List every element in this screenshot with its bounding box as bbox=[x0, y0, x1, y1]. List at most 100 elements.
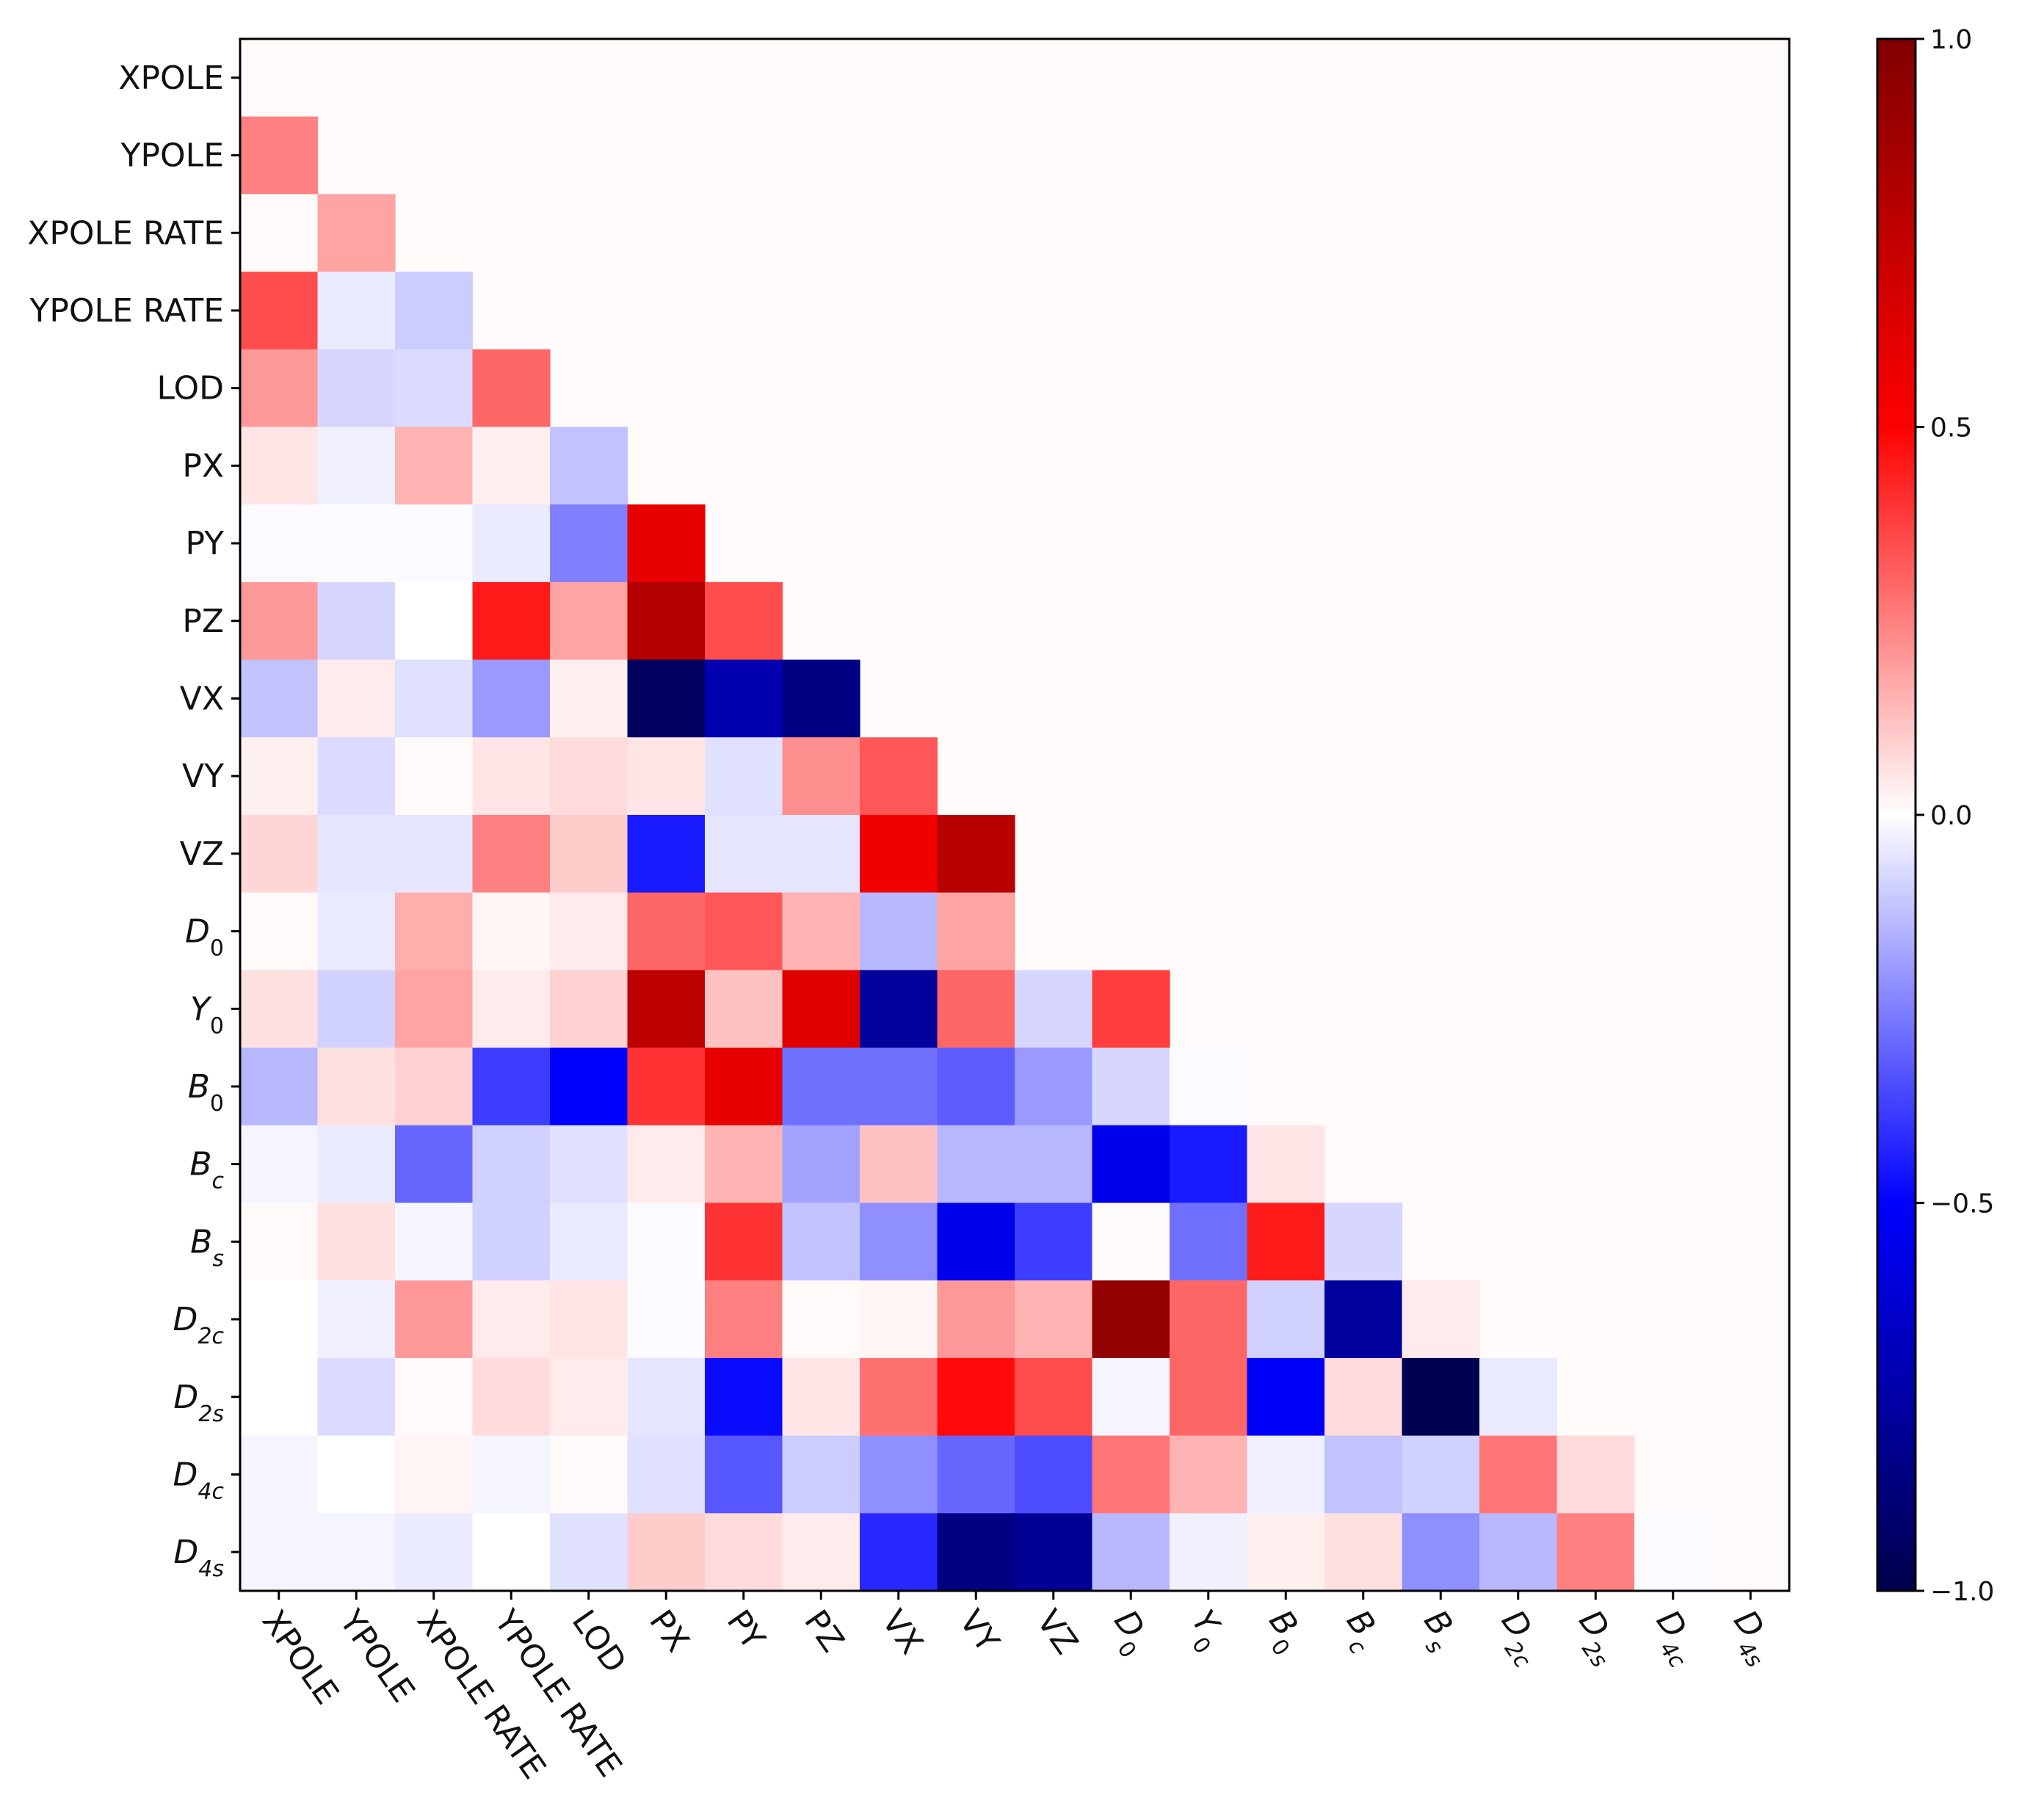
heatmap-cell bbox=[395, 272, 474, 350]
heatmap-cell bbox=[240, 1280, 319, 1359]
colorbar-tick-label: 1.0 bbox=[1930, 25, 1972, 55]
heatmap-cell bbox=[395, 659, 474, 738]
heatmap-cell bbox=[627, 970, 706, 1048]
heatmap-cell bbox=[705, 1357, 783, 1437]
heatmap-cell bbox=[317, 1435, 396, 1514]
heatmap-cell bbox=[860, 1202, 938, 1281]
heatmap-cell bbox=[395, 581, 474, 661]
heatmap-cell bbox=[782, 1048, 860, 1126]
heatmap-cell bbox=[395, 1357, 474, 1437]
heatmap-cell bbox=[1015, 1048, 1093, 1126]
heatmap-cell bbox=[1170, 1048, 1248, 1126]
heatmap-cell bbox=[550, 970, 628, 1048]
heatmap-cell bbox=[1402, 1435, 1480, 1514]
heatmap-cell bbox=[860, 815, 938, 893]
heatmap-cell bbox=[1247, 1280, 1325, 1359]
heatmap-cell bbox=[705, 659, 783, 738]
heatmap-cell bbox=[1324, 1280, 1403, 1359]
heatmap-cell bbox=[240, 504, 319, 583]
heatmap-cell bbox=[627, 815, 706, 893]
heatmap-cell bbox=[705, 970, 783, 1048]
heatmap-cell bbox=[1015, 1125, 1093, 1204]
heatmap-cell bbox=[240, 194, 319, 272]
heatmap-cell bbox=[705, 1048, 783, 1126]
heatmap-cell bbox=[705, 815, 783, 893]
heatmap-cell bbox=[472, 504, 551, 583]
heatmap-cell bbox=[550, 1048, 628, 1126]
heatmap-cell bbox=[317, 504, 396, 583]
y-tick-label: D0 bbox=[185, 913, 224, 962]
heatmap-cell bbox=[860, 1125, 938, 1204]
heatmap-cell bbox=[627, 581, 706, 661]
heatmap-cell bbox=[937, 970, 1015, 1048]
heatmap-cell bbox=[705, 1202, 783, 1281]
heatmap-cell bbox=[240, 349, 319, 428]
heatmap-cell bbox=[1556, 1513, 1635, 1592]
heatmap-cell bbox=[472, 1513, 551, 1592]
heatmap-cell bbox=[937, 815, 1015, 893]
heatmap-cell bbox=[860, 1513, 938, 1592]
heatmap-cell bbox=[550, 504, 628, 583]
heatmap-cell bbox=[317, 272, 396, 350]
heatmap-cell bbox=[317, 1048, 396, 1126]
heatmap-cell bbox=[395, 1513, 474, 1592]
heatmap-cell bbox=[1092, 1513, 1170, 1592]
heatmap-cell bbox=[1402, 1357, 1480, 1437]
heatmap-cell bbox=[937, 1280, 1015, 1359]
heatmap-cell bbox=[240, 970, 319, 1048]
colorbar-tick-label: 0.0 bbox=[1930, 801, 1972, 831]
heatmap-cell bbox=[1015, 970, 1093, 1048]
heatmap-cell bbox=[317, 737, 396, 816]
y-tick-label: LOD bbox=[157, 370, 224, 407]
x-tick-label: XPOLE bbox=[255, 1603, 346, 1711]
heatmap-cell bbox=[705, 1280, 783, 1359]
heatmap-cell bbox=[627, 1357, 706, 1437]
heatmap-cell bbox=[705, 737, 783, 816]
y-tick-label: XPOLE bbox=[118, 59, 224, 97]
heatmap-cell bbox=[240, 737, 319, 816]
y-tick-label: VY bbox=[182, 758, 224, 795]
heatmap-cell bbox=[472, 659, 551, 738]
x-tick-label: VY bbox=[952, 1603, 1007, 1659]
x-tick-label: YPOLE bbox=[332, 1603, 422, 1709]
heatmap-cell bbox=[1092, 1357, 1170, 1437]
heatmap-cell bbox=[550, 1435, 628, 1514]
heatmap-cell bbox=[472, 349, 551, 428]
heatmap-cell bbox=[550, 815, 628, 893]
heatmap-cell bbox=[782, 1280, 860, 1359]
x-tick-label: B0 bbox=[1253, 1603, 1313, 1661]
y-tick-label: Bc bbox=[189, 1146, 224, 1194]
heatmap-cell bbox=[1015, 1357, 1093, 1437]
y-tick-label: D2c bbox=[173, 1301, 225, 1349]
heatmap-cell bbox=[240, 581, 319, 661]
y-tick-label: YPOLE bbox=[120, 137, 224, 175]
heatmap-cell bbox=[782, 1435, 860, 1514]
heatmap-cell bbox=[240, 116, 319, 195]
heatmap-cell bbox=[1092, 1435, 1170, 1514]
heatmap-cell bbox=[860, 1435, 938, 1514]
heatmap-cell bbox=[395, 1435, 474, 1514]
heatmap-cell bbox=[395, 737, 474, 816]
y-tick-label: VZ bbox=[180, 835, 224, 873]
plot-frame bbox=[239, 37, 1791, 1592]
x-tick-label: VZ bbox=[1029, 1603, 1085, 1661]
heatmap-cell bbox=[627, 1280, 706, 1359]
heatmap-cells bbox=[240, 116, 1713, 1592]
heatmap-cell bbox=[782, 815, 860, 893]
heatmap-cell bbox=[627, 1048, 706, 1126]
colorbar-tick-label: 0.5 bbox=[1930, 413, 1972, 443]
heatmap-cell bbox=[240, 659, 319, 738]
heatmap-cell bbox=[317, 581, 396, 661]
y-axis-ticks: XPOLE YPOLE XPOLE RATE YPOLE RATE LOD PX PY PZ V… bbox=[27, 59, 240, 1582]
y-tick-label: XPOLE RATE bbox=[27, 214, 224, 252]
heatmap-cell bbox=[395, 427, 474, 505]
heatmap-cell bbox=[1092, 970, 1170, 1048]
heatmap-cell bbox=[472, 892, 551, 971]
x-tick-label: Bs bbox=[1407, 1603, 1466, 1658]
y-tick-label: Y0 bbox=[190, 990, 224, 1039]
heatmap-cell bbox=[472, 1125, 551, 1204]
heatmap-cell bbox=[782, 1513, 860, 1592]
heatmap-cell bbox=[860, 970, 938, 1048]
heatmap-cell bbox=[1324, 1357, 1403, 1437]
